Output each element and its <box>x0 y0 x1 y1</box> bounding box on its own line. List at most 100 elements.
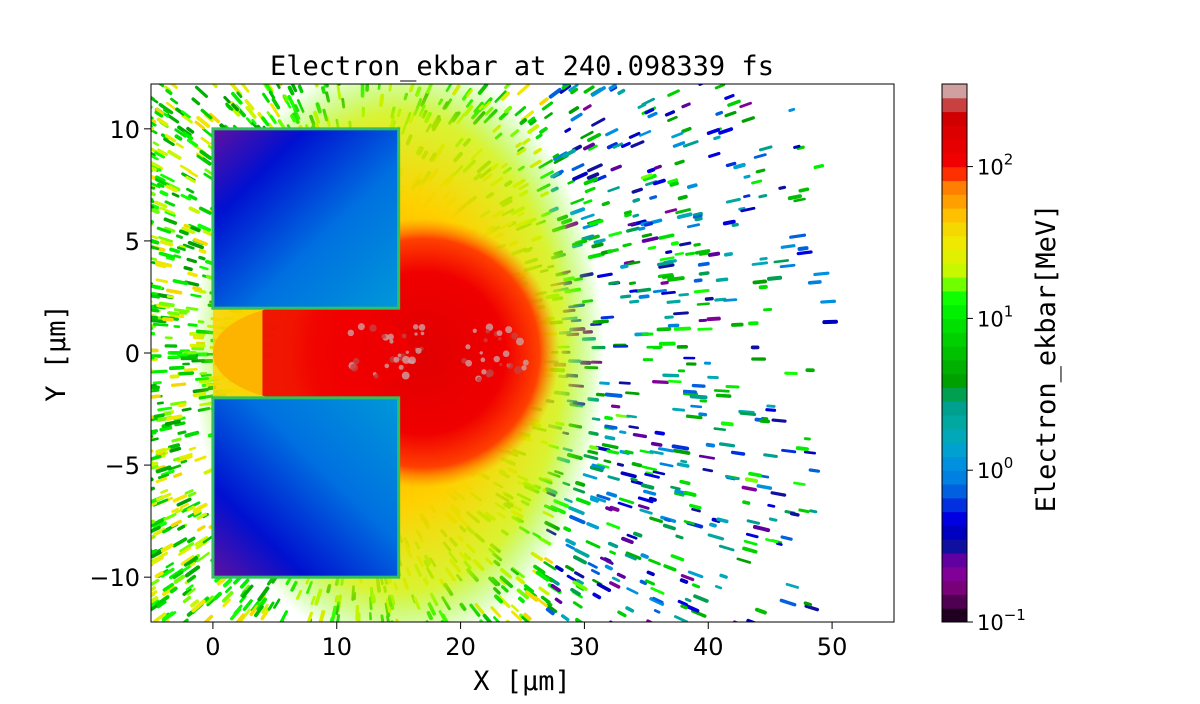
electron-streak <box>685 391 696 392</box>
electron-streak <box>167 91 171 94</box>
electron-streak <box>154 143 158 145</box>
electron-streak <box>635 534 641 536</box>
electron-streak <box>649 170 653 172</box>
electron-streak <box>607 508 611 509</box>
electron-streak <box>602 317 613 318</box>
electron-streak <box>748 521 758 524</box>
electron-streak <box>628 228 639 231</box>
electron-streak <box>675 617 686 622</box>
electron-streak <box>634 435 645 437</box>
electron-streak <box>189 172 197 177</box>
electron-streak <box>668 301 679 302</box>
electron-streak <box>576 550 588 556</box>
electron-streak <box>162 490 167 492</box>
electron-streak <box>727 199 739 202</box>
hot-spot <box>521 365 526 370</box>
hot-spot <box>514 366 522 374</box>
electron-streak <box>733 225 737 226</box>
electron-streak <box>770 519 775 520</box>
electron-streak <box>174 281 186 284</box>
electron-streak <box>180 620 187 626</box>
electron-streak <box>148 457 159 460</box>
hot-spot <box>381 334 386 339</box>
hot-spot <box>480 351 483 354</box>
hot-spot <box>499 363 502 366</box>
electron-streak <box>744 502 749 503</box>
electron-streak <box>546 114 552 118</box>
electron-streak <box>608 524 619 528</box>
electron-streak <box>662 283 667 284</box>
electron-streak <box>682 580 686 582</box>
electron-streak <box>677 536 682 538</box>
electron-streak <box>669 91 679 95</box>
electron-streak <box>554 155 558 157</box>
electron-streak <box>753 263 767 265</box>
electron-streak <box>628 589 637 594</box>
electron-streak <box>165 514 175 519</box>
electron-streak <box>674 446 688 448</box>
electron-streak <box>189 493 195 496</box>
electron-streak <box>822 301 835 302</box>
electron-streak <box>531 121 535 124</box>
electron-streak <box>573 165 583 170</box>
x-tick-label: 50 <box>817 633 848 661</box>
electron-streak <box>695 291 708 292</box>
electron-streak <box>753 181 761 183</box>
electron-streak <box>139 220 152 224</box>
electron-streak <box>755 527 768 530</box>
electron-streak <box>608 493 615 495</box>
electron-streak <box>795 199 805 201</box>
electron-streak <box>171 249 178 251</box>
y-tick-label: −10 <box>89 564 140 592</box>
electron-streak <box>630 133 639 137</box>
colorbar-tick-label: 101 <box>977 302 1013 331</box>
electron-streak <box>633 481 642 483</box>
electron-streak <box>152 598 156 601</box>
electron-streak <box>144 317 156 318</box>
electron-streak <box>698 304 709 305</box>
electron-streak <box>689 185 696 187</box>
electron-streak <box>589 564 596 568</box>
hot-spot <box>419 324 426 331</box>
electron-streak <box>798 252 811 254</box>
electron-streak <box>811 511 816 512</box>
electron-streak <box>715 390 728 391</box>
electron-streak <box>285 96 287 100</box>
electron-streak <box>179 432 185 433</box>
electron-streak <box>695 244 699 245</box>
electron-streak <box>242 580 248 586</box>
electron-streak <box>622 296 630 297</box>
colorbar-band <box>942 291 967 305</box>
colorbar-band <box>942 194 967 208</box>
electron-streak <box>669 117 677 120</box>
electron-streak <box>735 165 744 167</box>
electron-streak <box>240 81 248 91</box>
electron-streak <box>200 250 204 251</box>
electron-streak <box>678 464 687 466</box>
hot-spot <box>497 330 503 336</box>
electron-streak <box>700 253 708 254</box>
electron-streak <box>625 212 630 213</box>
electron-streak <box>683 129 690 132</box>
electron-streak <box>772 493 785 495</box>
hot-spot <box>398 353 402 357</box>
electron-streak <box>427 622 430 629</box>
electron-streak <box>192 601 197 605</box>
electron-streak <box>187 189 192 192</box>
electron-streak <box>646 474 659 477</box>
electron-streak <box>609 477 619 480</box>
electron-streak <box>760 147 771 150</box>
y-axis-label: Y [μm] <box>41 304 72 402</box>
electron-streak <box>153 310 158 311</box>
electron-streak <box>582 215 593 219</box>
colorbar-band <box>942 525 967 539</box>
hot-spot <box>523 360 529 366</box>
electron-streak <box>806 606 817 610</box>
colorbar-band <box>942 387 967 401</box>
electron-streak <box>565 528 569 530</box>
colorbar-band <box>942 208 967 222</box>
electron-streak <box>711 525 715 526</box>
colorbar-band <box>942 319 967 333</box>
electron-streak <box>595 240 604 242</box>
